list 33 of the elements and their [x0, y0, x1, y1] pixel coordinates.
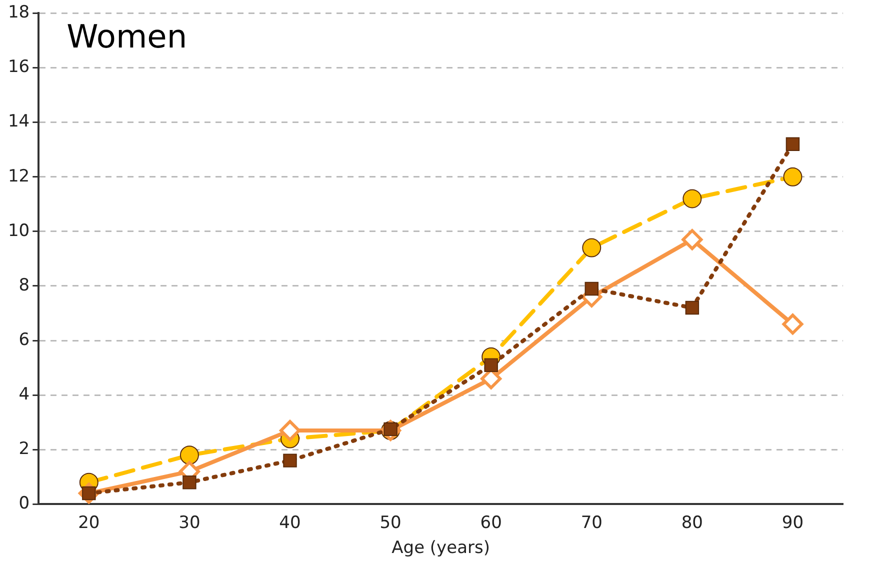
- point: [782, 314, 804, 335]
- annotation: Women: [66, 18, 188, 56]
- x-tick-label: 20: [78, 512, 100, 533]
- y-tick-label: 14: [8, 112, 30, 132]
- y-tick-label: 8: [18, 275, 30, 296]
- point: [682, 229, 703, 250]
- x-tick-label: 70: [580, 512, 602, 533]
- x-tick-label: 90: [782, 512, 804, 533]
- point: [682, 189, 702, 208]
- point: [783, 167, 802, 186]
- y-tick-label: 0: [18, 494, 30, 514]
- x-axis-title: Age (years): [392, 538, 490, 558]
- x-tick-label: 60: [480, 512, 502, 533]
- x-tick-label: 40: [279, 512, 301, 533]
- y-tick-label: 18: [8, 2, 30, 23]
- point: [685, 300, 700, 315]
- y-tick-label: 4: [18, 384, 30, 405]
- point: [582, 238, 602, 258]
- x-tick-label: 80: [681, 512, 703, 533]
- point: [180, 446, 199, 465]
- point: [283, 454, 297, 468]
- y-tick-label: 12: [8, 166, 30, 186]
- y-tick-label: 6: [18, 330, 30, 350]
- y-tick-label: 2: [18, 439, 30, 460]
- point: [279, 420, 300, 442]
- x-tick-label: 30: [178, 512, 200, 533]
- point: [182, 476, 196, 490]
- point: [584, 282, 598, 296]
- x-tick-label: 50: [380, 512, 402, 533]
- y-tick-label: 10: [8, 220, 30, 241]
- y-tick-label: 16: [8, 57, 30, 78]
- point: [484, 358, 498, 372]
- point: [786, 137, 800, 151]
